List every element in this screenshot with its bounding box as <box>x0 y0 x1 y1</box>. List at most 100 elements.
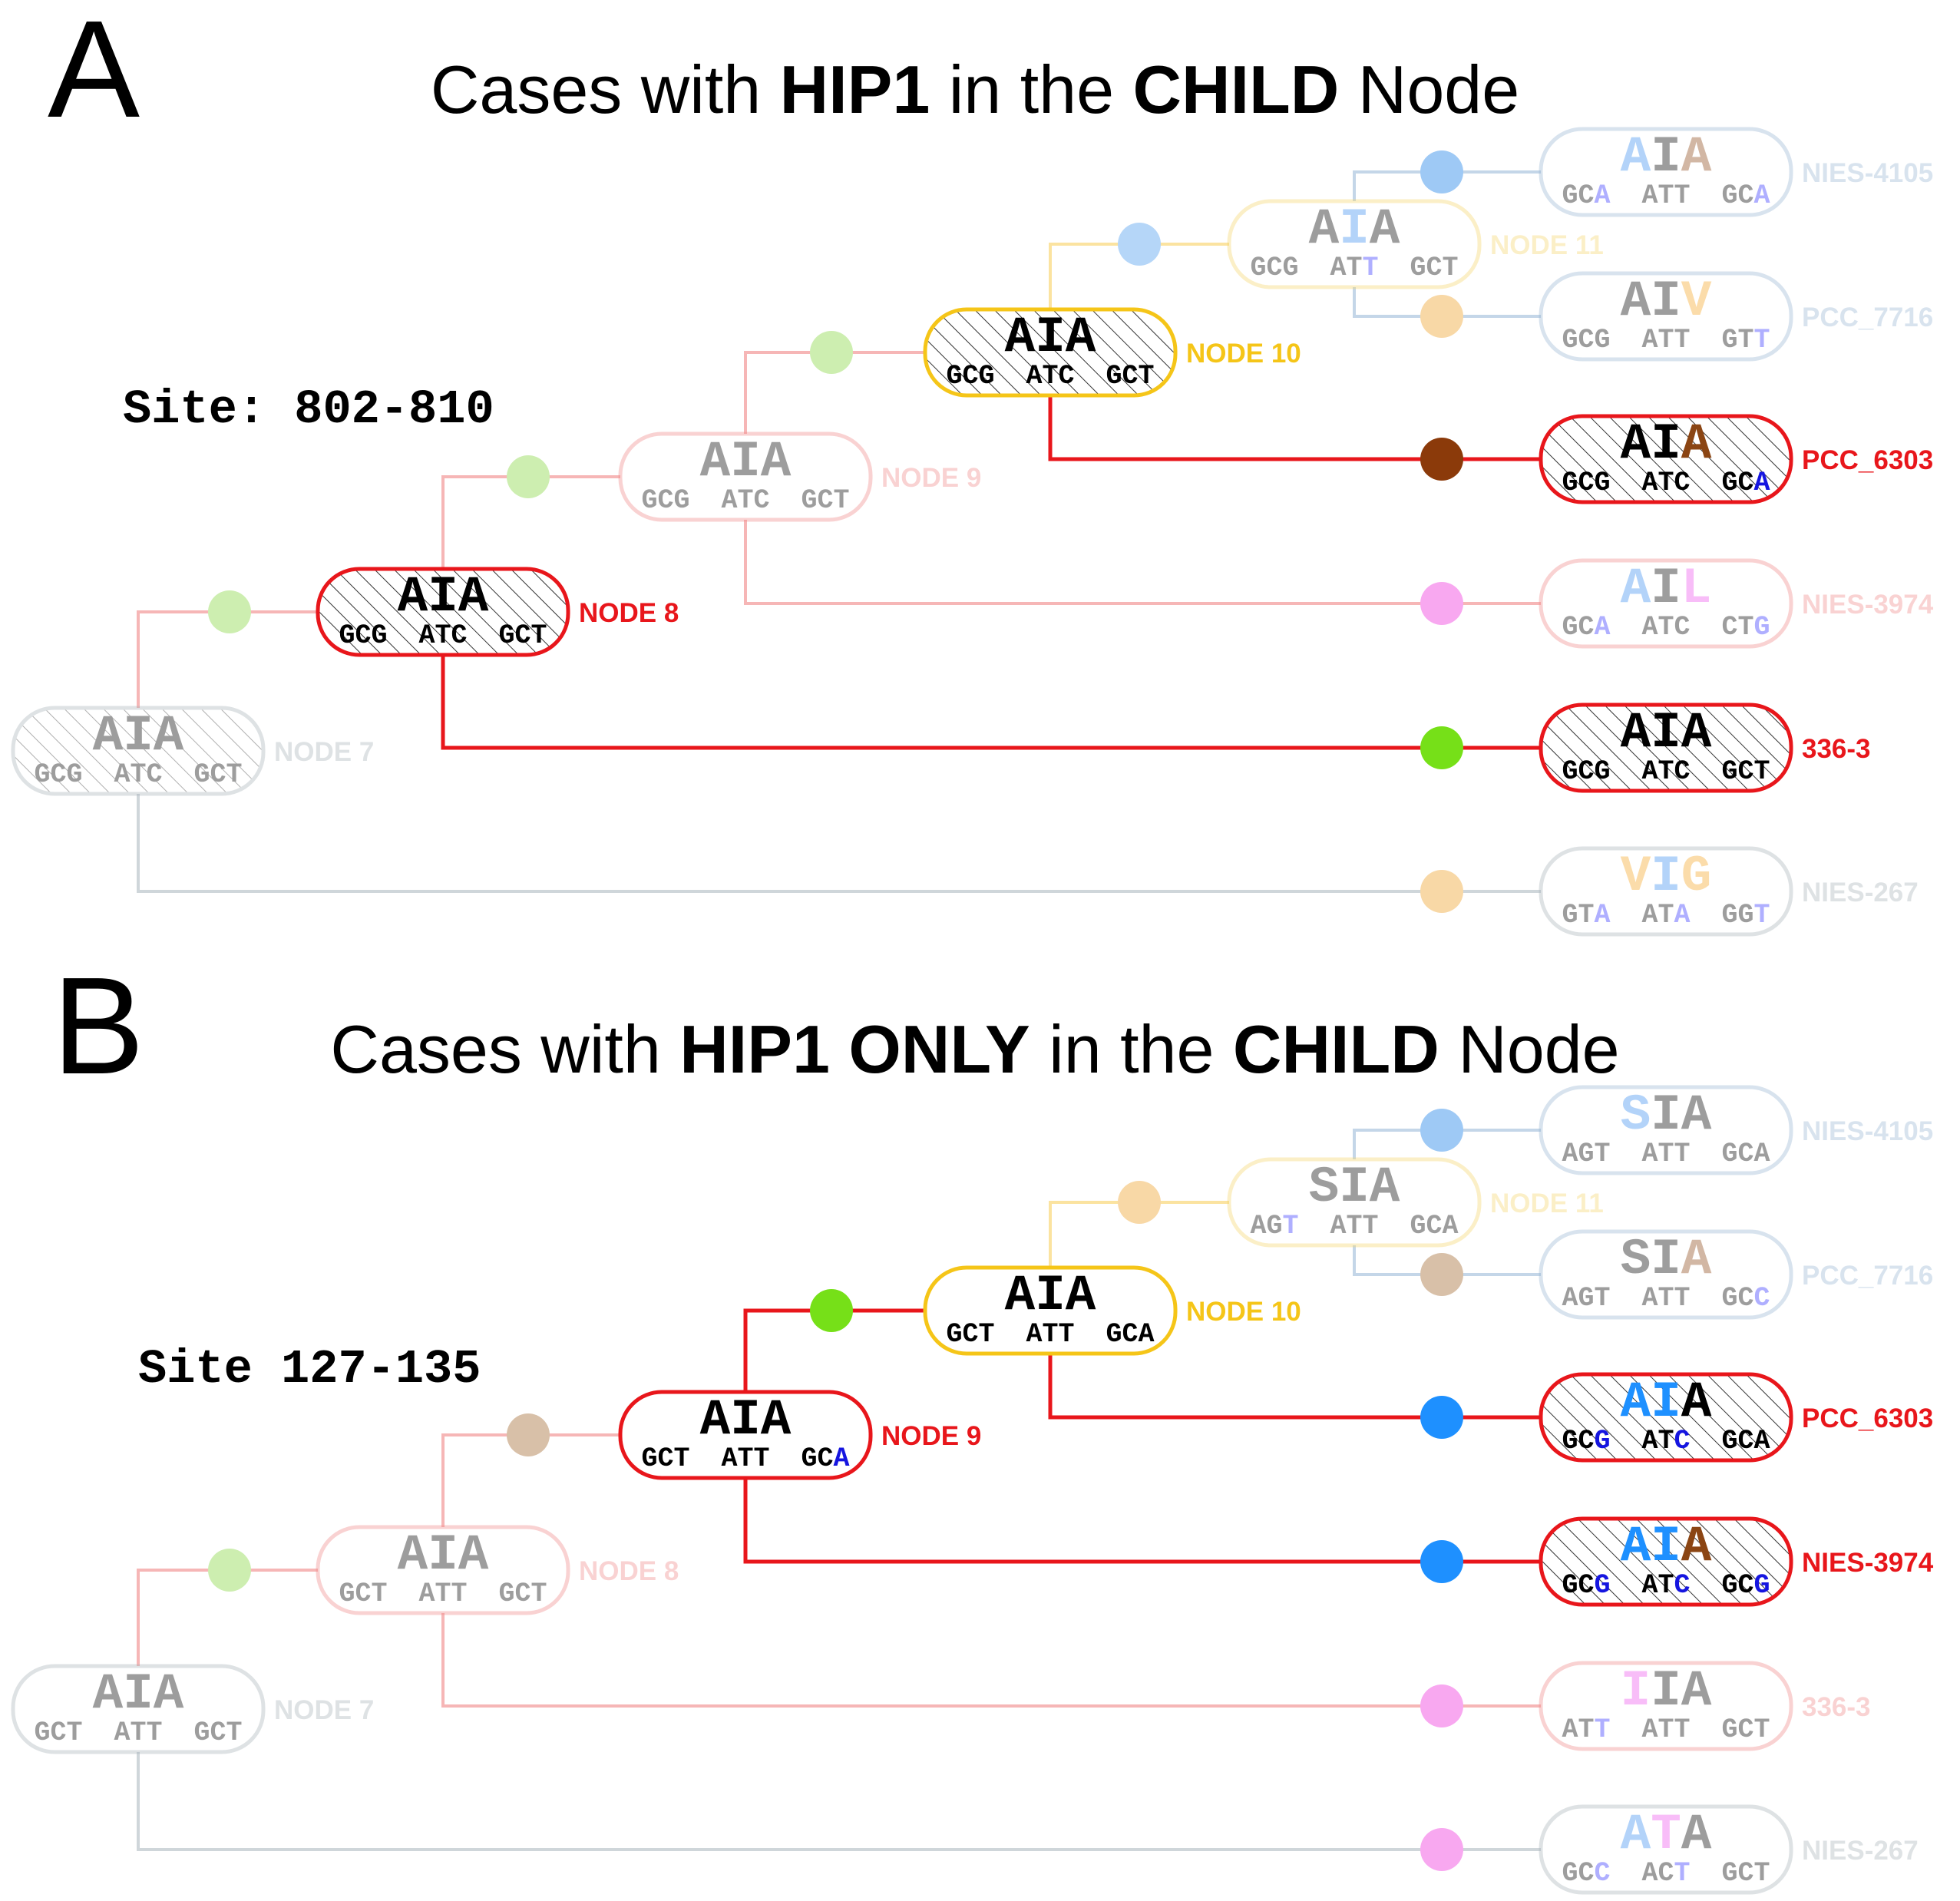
amino-acid: A <box>398 1526 428 1584</box>
amino-acid: A <box>1681 1231 1712 1288</box>
codon: GCG <box>34 759 82 790</box>
amino-acid: I <box>1651 1662 1681 1720</box>
mutation-dot-l1 <box>1420 150 1463 193</box>
codon: GCG <box>641 485 689 516</box>
amino-acid: S <box>1621 1231 1651 1288</box>
amino-acid: I <box>1035 309 1066 366</box>
mutation-dot-l2 <box>1420 1253 1463 1296</box>
sequence-box-border <box>1539 1516 1793 1607</box>
node-n7: AIA GCG ATC GCT NODE 7 <box>11 706 374 796</box>
leaf-label: PCC_6303 <box>1802 445 1933 475</box>
amino-acid: A <box>1681 704 1712 762</box>
mutation-dot-n11 <box>1118 1181 1161 1224</box>
codon: ATT <box>1330 253 1378 283</box>
amino-acid: A <box>1621 1374 1651 1431</box>
mutation-dot-l3 <box>1420 438 1463 481</box>
amino-acids: AIV <box>1621 273 1712 330</box>
amino-acid: I <box>730 433 761 491</box>
codon: ATT <box>1641 325 1690 355</box>
codon: GCT <box>1721 756 1770 787</box>
hatch-fill <box>925 309 1175 395</box>
hatch-fill <box>1541 1374 1791 1460</box>
codon: AGT <box>1562 1283 1610 1314</box>
amino-acids: AIA <box>1621 704 1712 762</box>
mutation-dot-l4 <box>1420 582 1463 625</box>
node-n10: AIA GCG ATC GCT NODE 10 <box>923 307 1301 398</box>
node-n7: AIA GCT ATT GCT NODE 7 <box>11 1664 374 1754</box>
codon: GCT <box>1721 1714 1770 1745</box>
leaf-l6: VIG GTA ATA GGT NIES-267 <box>1539 846 1919 937</box>
mutation-dot-n10 <box>810 1289 853 1332</box>
branch-n10-n11 <box>1049 243 1229 309</box>
leaf-label: NIES-267 <box>1802 1836 1919 1866</box>
branch-n10-l3 <box>1048 395 1541 461</box>
sequence-box-bg <box>1541 560 1791 646</box>
codon: GCA <box>1562 612 1610 643</box>
title-b-part-5: Node <box>1439 1011 1620 1087</box>
sequence-box-bg <box>620 434 871 520</box>
leaf-l5: AIA GCG ATC GCT 336-3 <box>1539 703 1871 793</box>
branch-n10-n11 <box>1049 1201 1229 1268</box>
amino-acid: A <box>93 1665 124 1723</box>
sequence-box-border <box>618 1390 873 1480</box>
codon: GCT <box>1106 361 1154 392</box>
amino-acids: AIA <box>1621 128 1712 186</box>
amino-acids: AIA <box>1005 309 1096 366</box>
codon: ATT <box>1641 1283 1690 1314</box>
codon: ATC <box>1641 1570 1690 1601</box>
codon: GCA <box>801 1443 849 1474</box>
codon: GCT <box>1410 253 1458 283</box>
codon: GGT <box>1721 900 1770 931</box>
sequence-box-border <box>618 431 873 522</box>
amino-acid: A <box>154 1665 184 1723</box>
mutation-dot-n9 <box>507 1413 550 1456</box>
amino-acid: I <box>730 1391 761 1449</box>
amino-acid: A <box>700 433 731 491</box>
amino-acid: I <box>1651 704 1681 762</box>
amino-acid: A <box>1370 200 1400 258</box>
mutation-dot-n9 <box>507 455 550 498</box>
hatch-fill <box>1541 1519 1791 1605</box>
amino-acids: AIA <box>1309 200 1400 258</box>
branch-n9-n10 <box>743 1308 925 1392</box>
mutation-dot-l3 <box>1420 1396 1463 1439</box>
branch-n9-l4 <box>744 520 1541 605</box>
node-label: NODE 8 <box>579 1556 679 1586</box>
amino-acid: A <box>1621 1806 1651 1863</box>
sequence-box-border <box>923 1265 1178 1356</box>
leaf-label: NIES-4105 <box>1802 1116 1933 1146</box>
branch-n9-l4 <box>743 1478 1541 1564</box>
amino-acids: AIA <box>1621 1374 1712 1431</box>
codon: ATT <box>418 1579 467 1609</box>
amino-acid: V <box>1681 273 1712 330</box>
leaf-label: NIES-267 <box>1802 878 1919 908</box>
hatch-fill <box>1541 416 1791 502</box>
mutation-dot-l6 <box>1420 1828 1463 1871</box>
title-a-part-3: in the <box>930 51 1132 127</box>
amino-acid: I <box>1651 273 1681 330</box>
amino-acids: AIA <box>700 433 792 491</box>
sequence-box-border <box>1539 703 1793 793</box>
sequence-box-bg <box>1541 1087 1791 1173</box>
codon: GCA <box>1562 180 1610 211</box>
amino-acid: A <box>1005 309 1036 366</box>
amino-acid: I <box>428 1526 458 1584</box>
codon: GCC <box>1562 1858 1610 1889</box>
sequence-box-border <box>1539 1372 1793 1463</box>
codon: GCA <box>1721 1426 1770 1456</box>
codon: GCT <box>946 1319 994 1350</box>
amino-acids: AIA <box>700 1391 792 1449</box>
node-n9: AIA GCT ATT GCA NODE 9 <box>618 1390 981 1480</box>
leaf-label: PCC_6303 <box>1802 1403 1933 1433</box>
mutation-dot-l5 <box>1420 726 1463 769</box>
codon: GCT <box>34 1718 82 1748</box>
amino-acids: AIA <box>398 568 489 626</box>
amino-acid: I <box>1339 1159 1370 1216</box>
node-n11: AIA GCG ATT GCT NODE 11 <box>1227 199 1604 289</box>
codon: GCG <box>339 620 387 651</box>
sequence-box-border <box>11 1664 266 1754</box>
amino-acids: SIA <box>1621 1086 1712 1144</box>
title-b-part-4: CHILD <box>1233 1011 1439 1087</box>
